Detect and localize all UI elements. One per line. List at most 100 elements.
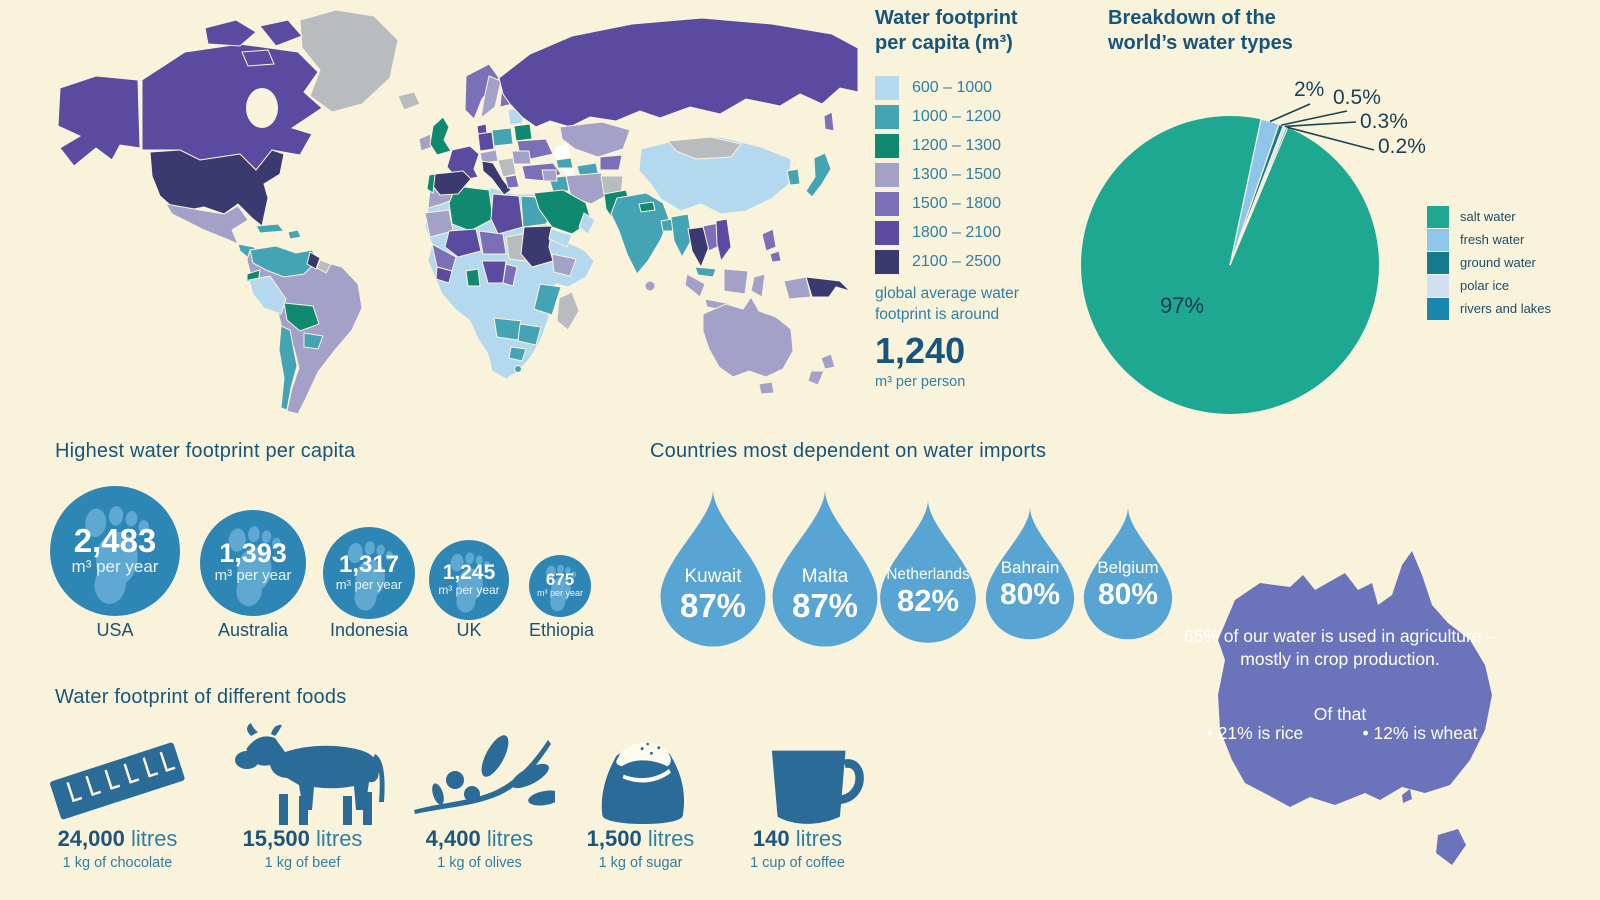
legend-label: 1200 – 1300: [912, 137, 1001, 154]
import-drop-belgium: Belgium 80%: [1080, 500, 1176, 648]
food-value: 4,400: [425, 826, 481, 851]
pie-legend-label: rivers and lakes: [1460, 301, 1552, 316]
food-unit: litres: [795, 826, 843, 851]
australia-island: [1402, 789, 1412, 803]
footprint-value: 675: [545, 570, 575, 589]
legend-swatch-1200-1300: [875, 134, 899, 158]
import-drop-bahrain: Bahrain 80%: [982, 500, 1078, 648]
legend-row: 2100 – 2500: [875, 250, 1065, 274]
tasmania: [1436, 829, 1466, 865]
chocolate-bar-icon: [50, 742, 185, 820]
footprint-country-ethiopia: Ethiopia: [529, 620, 595, 640]
note-line1: global average water: [875, 285, 1019, 302]
footprint-circle-ethiopia: 675 m³ per year: [529, 555, 591, 617]
drop-country: Belgium: [1097, 558, 1159, 577]
food-stat-olives: 4,400 litres 1 kg of olives: [392, 826, 567, 871]
footprint-unit: m³ per year: [214, 567, 292, 584]
pie-legend-row: polar ice: [1427, 274, 1597, 297]
drop-pct: 87%: [791, 586, 859, 624]
food-unit: litres: [647, 826, 695, 851]
drop-pct: 80%: [999, 577, 1061, 611]
australia-bullet-wheat: • 12% is wheat: [1362, 723, 1478, 743]
pie-swatch-polar-ice: [1427, 274, 1449, 297]
legend-swatch-1500-1800: [875, 192, 899, 216]
imports-heading: Countries most dependent on water import…: [650, 440, 1047, 462]
footprint-circle-indonesia: 1,317 m³ per year: [323, 527, 415, 619]
footprint-country-uk: UK: [456, 620, 482, 640]
footprint-country-indonesia: Indonesia: [329, 620, 409, 640]
pie-swatch-rivers-lakes: [1427, 297, 1449, 320]
food-stat-sugar: 1,500 litres 1 kg of sugar: [553, 826, 728, 871]
drop-icon: [1083, 506, 1173, 640]
drop-icon: [985, 506, 1075, 640]
legend-label: 1800 – 2100: [912, 224, 1001, 241]
footprint-unit: m³ per year: [71, 557, 159, 576]
footprint-circle-graphic: [50, 486, 180, 616]
footprint-value: 1,245: [442, 561, 496, 584]
sugar-sack-icon: [601, 742, 685, 825]
food-caption: 1 kg of chocolate: [62, 855, 173, 871]
drop-country: Malta: [801, 566, 849, 587]
pie-legend-label: fresh water: [1460, 232, 1525, 247]
footprint-unit: m³ per year: [335, 577, 403, 592]
legend-row: 1000 – 1200: [875, 105, 1065, 129]
pie-title: Breakdown of the world’s water types: [1108, 6, 1388, 56]
food-caption: 1 kg of sugar: [598, 855, 683, 871]
legend-label: 1500 – 1800: [912, 195, 1001, 212]
map-legend-rows: 600 – 1000 1000 – 1200 1200 – 1300 1300 …: [875, 76, 1065, 274]
food-value: 1,500: [586, 826, 642, 851]
global-average-note: global average water footprint is around: [875, 284, 1065, 326]
water-types-pie-chart: [1081, 103, 1379, 414]
legend-row: 1500 – 1800: [875, 192, 1065, 216]
cow-icon: [235, 723, 385, 825]
pie-legend-label: ground water: [1460, 255, 1536, 270]
pie-callout-ground: 0.5%: [1333, 86, 1381, 109]
drop-country: Kuwait: [684, 566, 742, 587]
legend-row: 1300 – 1500: [875, 163, 1065, 187]
pie-swatch-ground-water: [1427, 251, 1449, 274]
legend-label: 1000 – 1200: [912, 108, 1001, 125]
legend-row: 600 – 1000: [875, 76, 1065, 100]
olive-branch-icon: [414, 735, 555, 814]
food-stat-coffee: 140 litres 1 cup of coffee: [710, 826, 885, 871]
drop-icon: [772, 489, 878, 647]
pie-callout-fresh: 2%: [1294, 78, 1325, 101]
foods-heading: Water footprint of different foods: [55, 686, 347, 708]
legend-label: 600 – 1000: [912, 79, 993, 96]
legend-swatch-2100-2500: [875, 250, 899, 274]
legend-swatch-600-1000: [875, 76, 899, 100]
legend-row: 1800 – 2100: [875, 221, 1065, 245]
drop-pct: 87%: [679, 586, 747, 624]
pie-legend-row: rivers and lakes: [1427, 297, 1597, 320]
footprint-circle-graphic: [529, 555, 591, 617]
pie-swatch-fresh-water: [1427, 228, 1449, 251]
footprint-value: 1,317: [338, 551, 400, 578]
footprint-circle-australia: 1,393 m³ per year: [200, 510, 306, 616]
food-caption: 1 kg of beef: [264, 855, 341, 871]
legend-label: 1300 – 1500: [912, 166, 1001, 183]
drop-country: Bahrain: [1000, 558, 1060, 577]
map-legend-title-line1: Water footprint: [875, 7, 1018, 29]
footprint-circle-graphic: [323, 527, 415, 619]
drop-icon: [660, 489, 766, 647]
australia-text-ofthat: Of that: [1313, 704, 1367, 724]
food-stat-chocolate: 24,000 litres 1 kg of chocolate: [30, 826, 205, 871]
footprint-unit: m³ per year: [536, 588, 583, 598]
drop-icon: [880, 499, 976, 643]
drop-pct: 80%: [1097, 577, 1159, 611]
pie-title-line2: world’s water types: [1108, 32, 1293, 54]
pie-callout-lines: [1269, 103, 1375, 151]
drop-pct: 82%: [896, 582, 960, 618]
footprint-country-australia: Australia: [217, 620, 289, 640]
pie-legend-row: fresh water: [1427, 228, 1597, 251]
pie-callout-polar: 0.3%: [1360, 110, 1408, 133]
pie-legend-row: ground water: [1427, 251, 1597, 274]
pie-swatch-salt-water: [1427, 205, 1449, 228]
food-value: 140: [752, 826, 790, 851]
legend-label: 2100 – 2500: [912, 253, 1001, 270]
food-value: 24,000: [57, 826, 125, 851]
map-legend: Water footprint per capita (m³) 600 – 10…: [875, 6, 1065, 390]
food-unit: litres: [315, 826, 363, 851]
food-unit: litres: [130, 826, 178, 851]
